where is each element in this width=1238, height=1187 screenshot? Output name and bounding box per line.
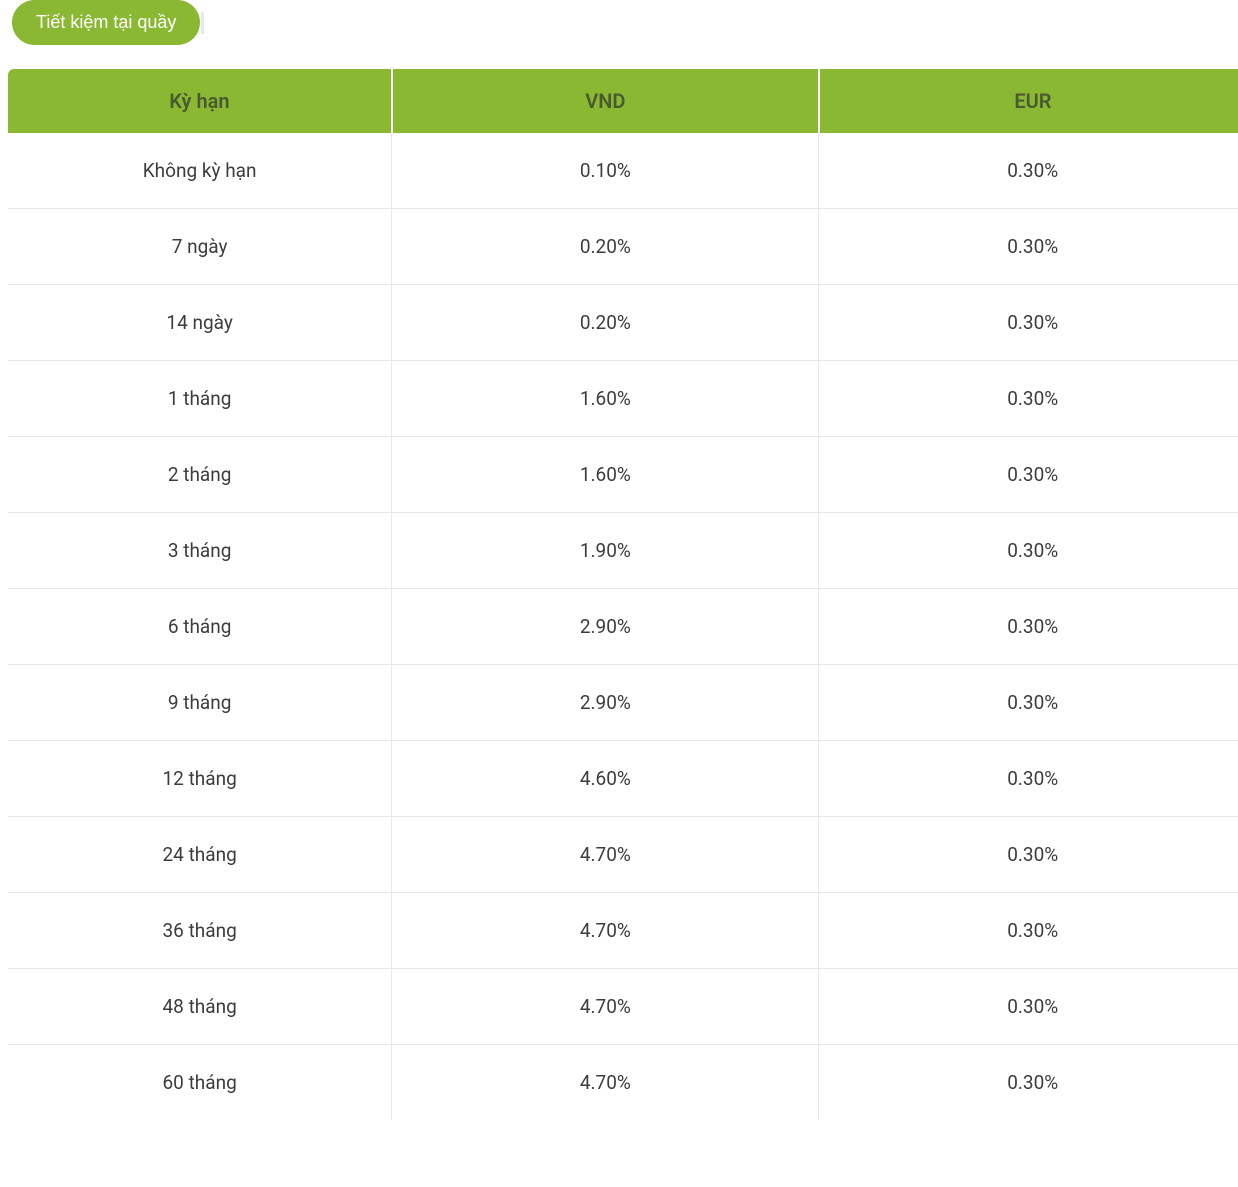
table-row: 6 tháng 2.90% 0.30% xyxy=(8,589,1238,665)
cell-term: 9 tháng xyxy=(8,665,392,741)
tab-bar: Tiết kiệm tại quầy xyxy=(0,0,1238,45)
cell-term: 48 tháng xyxy=(8,969,392,1045)
table-row: 36 tháng 4.70% 0.30% xyxy=(8,893,1238,969)
cell-vnd: 0.20% xyxy=(392,209,819,285)
cell-term: 6 tháng xyxy=(8,589,392,665)
cell-vnd: 1.90% xyxy=(392,513,819,589)
column-header-term: Kỳ hạn xyxy=(8,69,392,133)
cell-eur: 0.30% xyxy=(819,513,1238,589)
cell-vnd: 4.60% xyxy=(392,741,819,817)
cell-eur: 0.30% xyxy=(819,285,1238,361)
cell-vnd: 4.70% xyxy=(392,1045,819,1121)
table-row: 1 tháng 1.60% 0.30% xyxy=(8,361,1238,437)
column-header-vnd: VND xyxy=(392,69,819,133)
interest-rate-table: Kỳ hạn VND EUR Không kỳ hạn 0.10% 0.30% … xyxy=(8,69,1238,1120)
cell-eur: 0.30% xyxy=(819,1045,1238,1121)
cell-eur: 0.30% xyxy=(819,969,1238,1045)
cell-vnd: 4.70% xyxy=(392,817,819,893)
table-row: 60 tháng 4.70% 0.30% xyxy=(8,1045,1238,1121)
table-row: 48 tháng 4.70% 0.30% xyxy=(8,969,1238,1045)
tab-savings-counter[interactable]: Tiết kiệm tại quầy xyxy=(12,0,200,45)
cell-term: 60 tháng xyxy=(8,1045,392,1121)
column-header-eur: EUR xyxy=(819,69,1238,133)
cell-vnd: 4.70% xyxy=(392,893,819,969)
table-row: 12 tháng 4.60% 0.30% xyxy=(8,741,1238,817)
table-body: Không kỳ hạn 0.10% 0.30% 7 ngày 0.20% 0.… xyxy=(8,133,1238,1120)
cell-term: Không kỳ hạn xyxy=(8,133,392,209)
cell-vnd: 1.60% xyxy=(392,437,819,513)
cell-vnd: 2.90% xyxy=(392,589,819,665)
cell-term: 7 ngày xyxy=(8,209,392,285)
cell-eur: 0.30% xyxy=(819,361,1238,437)
cell-eur: 0.30% xyxy=(819,589,1238,665)
cell-vnd: 4.70% xyxy=(392,969,819,1045)
cell-eur: 0.30% xyxy=(819,817,1238,893)
cell-term: 24 tháng xyxy=(8,817,392,893)
table-header-row: Kỳ hạn VND EUR xyxy=(8,69,1238,133)
cell-eur: 0.30% xyxy=(819,209,1238,285)
cell-eur: 0.30% xyxy=(819,133,1238,209)
cell-eur: 0.30% xyxy=(819,741,1238,817)
cell-vnd: 1.60% xyxy=(392,361,819,437)
table-row: 7 ngày 0.20% 0.30% xyxy=(8,209,1238,285)
cell-eur: 0.30% xyxy=(819,665,1238,741)
table-row: 2 tháng 1.60% 0.30% xyxy=(8,437,1238,513)
table-row: 24 tháng 4.70% 0.30% xyxy=(8,817,1238,893)
cell-vnd: 2.90% xyxy=(392,665,819,741)
cell-vnd: 0.10% xyxy=(392,133,819,209)
cell-term: 36 tháng xyxy=(8,893,392,969)
cell-term: 14 ngày xyxy=(8,285,392,361)
table-row: 9 tháng 2.90% 0.30% xyxy=(8,665,1238,741)
cell-eur: 0.30% xyxy=(819,893,1238,969)
tab-label: Tiết kiệm tại quầy xyxy=(36,12,176,32)
table-row: 14 ngày 0.20% 0.30% xyxy=(8,285,1238,361)
cell-vnd: 0.20% xyxy=(392,285,819,361)
cell-eur: 0.30% xyxy=(819,437,1238,513)
cell-term: 2 tháng xyxy=(8,437,392,513)
table-row: 3 tháng 1.90% 0.30% xyxy=(8,513,1238,589)
cell-term: 1 tháng xyxy=(8,361,392,437)
cell-term: 3 tháng xyxy=(8,513,392,589)
cell-term: 12 tháng xyxy=(8,741,392,817)
table-row: Không kỳ hạn 0.10% 0.30% xyxy=(8,133,1238,209)
